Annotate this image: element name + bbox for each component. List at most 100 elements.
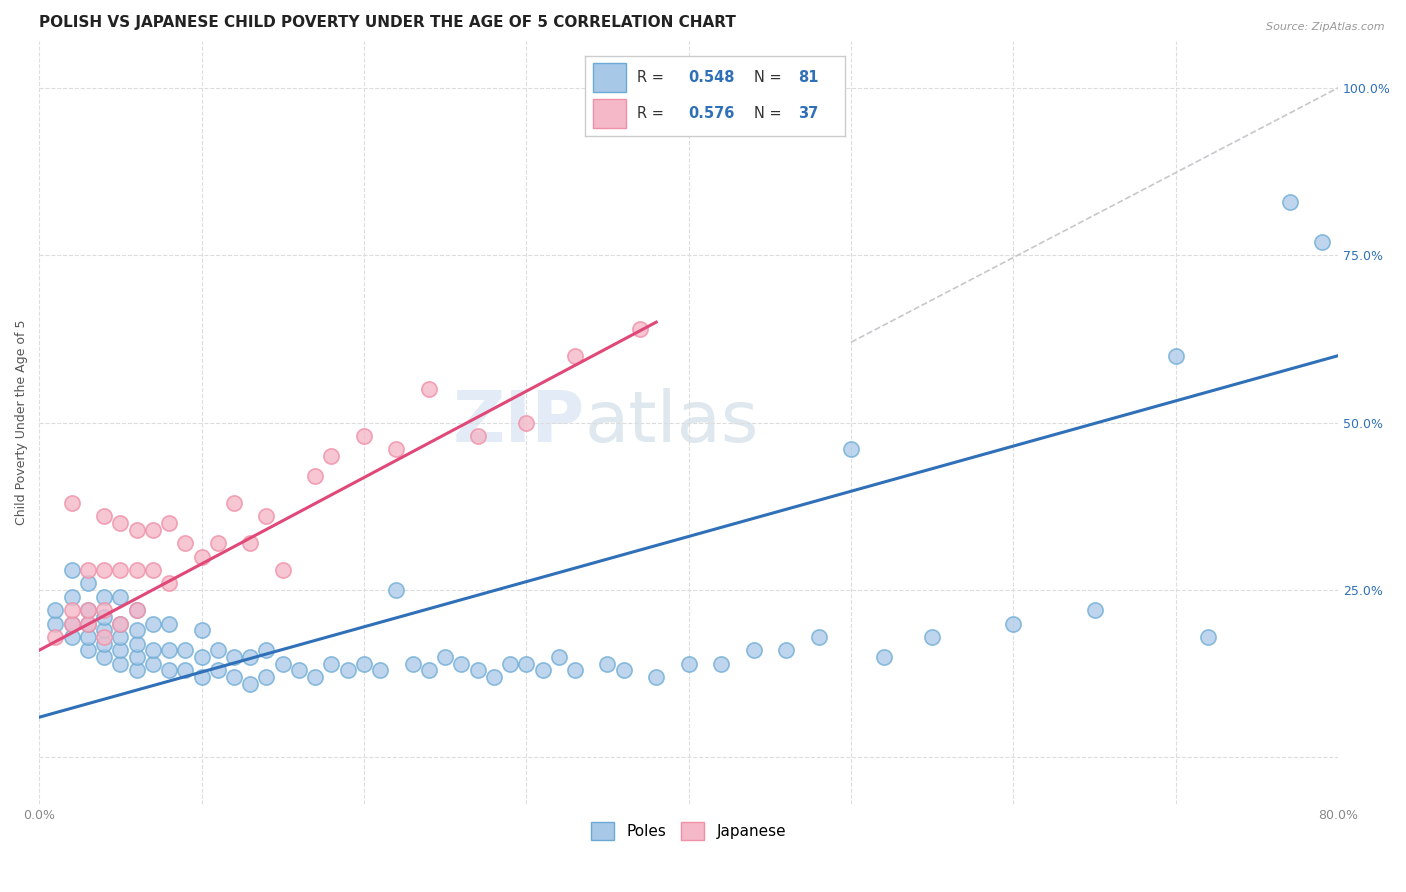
Point [256, 643, 278, 657]
Point [190, 650, 212, 665]
Point [564, 664, 586, 678]
Point [110, 643, 132, 657]
Point [515, 657, 537, 671]
Point [125, 664, 148, 678]
Point [60, 616, 83, 631]
Point [921, 630, 943, 644]
Point [60, 630, 83, 644]
Point [110, 616, 132, 631]
Point [742, 643, 765, 657]
Point [256, 670, 278, 684]
Point [174, 664, 197, 678]
Point [190, 549, 212, 564]
Point [76, 630, 98, 644]
Point [304, 469, 326, 483]
Point [1002, 616, 1025, 631]
Point [93, 603, 115, 617]
Point [807, 630, 830, 644]
Point [157, 643, 180, 657]
Point [239, 677, 262, 691]
Point [1310, 235, 1333, 249]
Point [93, 624, 115, 638]
Point [125, 637, 148, 651]
Point [157, 576, 180, 591]
Point [76, 616, 98, 631]
Point [418, 382, 440, 396]
Point [596, 657, 619, 671]
Point [336, 664, 359, 678]
Text: Source: ZipAtlas.com: Source: ZipAtlas.com [1267, 22, 1385, 32]
Point [93, 509, 115, 524]
Point [110, 616, 132, 631]
Point [110, 563, 132, 577]
Point [271, 657, 294, 671]
Point [125, 563, 148, 577]
Point [207, 664, 229, 678]
Point [76, 643, 98, 657]
Point [60, 496, 83, 510]
Point [564, 349, 586, 363]
Point [125, 603, 148, 617]
Point [1197, 630, 1219, 644]
Point [60, 590, 83, 604]
Point [110, 590, 132, 604]
Point [190, 624, 212, 638]
Point [93, 637, 115, 651]
Point [76, 616, 98, 631]
Point [142, 616, 165, 631]
Point [142, 643, 165, 657]
Point [531, 664, 554, 678]
Point [76, 563, 98, 577]
Point [60, 616, 83, 631]
Point [385, 442, 408, 457]
Point [93, 563, 115, 577]
Point [256, 509, 278, 524]
Point [207, 536, 229, 550]
Point [288, 664, 311, 678]
Point [353, 429, 375, 443]
Point [321, 449, 343, 463]
Point [157, 516, 180, 530]
Point [110, 657, 132, 671]
Point [482, 670, 505, 684]
Point [1164, 349, 1187, 363]
Point [44, 603, 66, 617]
Point [142, 657, 165, 671]
Point [142, 563, 165, 577]
Point [157, 664, 180, 678]
Point [775, 643, 797, 657]
Text: ZIP: ZIP [453, 388, 585, 457]
Point [434, 650, 457, 665]
Point [93, 590, 115, 604]
Point [239, 536, 262, 550]
Point [222, 650, 245, 665]
Point [628, 322, 651, 336]
Point [174, 643, 197, 657]
Point [207, 643, 229, 657]
Point [547, 650, 569, 665]
Point [271, 563, 294, 577]
Point [125, 603, 148, 617]
Point [125, 650, 148, 665]
Point [467, 429, 489, 443]
Point [125, 523, 148, 537]
Point [76, 576, 98, 591]
Point [239, 650, 262, 665]
Point [839, 442, 862, 457]
Point [467, 664, 489, 678]
Point [190, 670, 212, 684]
Point [1278, 194, 1301, 209]
Point [44, 630, 66, 644]
Point [60, 603, 83, 617]
Point [450, 657, 472, 671]
Text: POLISH VS JAPANESE CHILD POVERTY UNDER THE AGE OF 5 CORRELATION CHART: POLISH VS JAPANESE CHILD POVERTY UNDER T… [39, 15, 735, 30]
Point [93, 609, 115, 624]
Y-axis label: Child Poverty Under the Age of 5: Child Poverty Under the Age of 5 [15, 320, 28, 525]
Point [76, 603, 98, 617]
Point [76, 603, 98, 617]
Point [645, 670, 668, 684]
Point [353, 657, 375, 671]
Point [401, 657, 423, 671]
Point [44, 616, 66, 631]
Point [304, 670, 326, 684]
